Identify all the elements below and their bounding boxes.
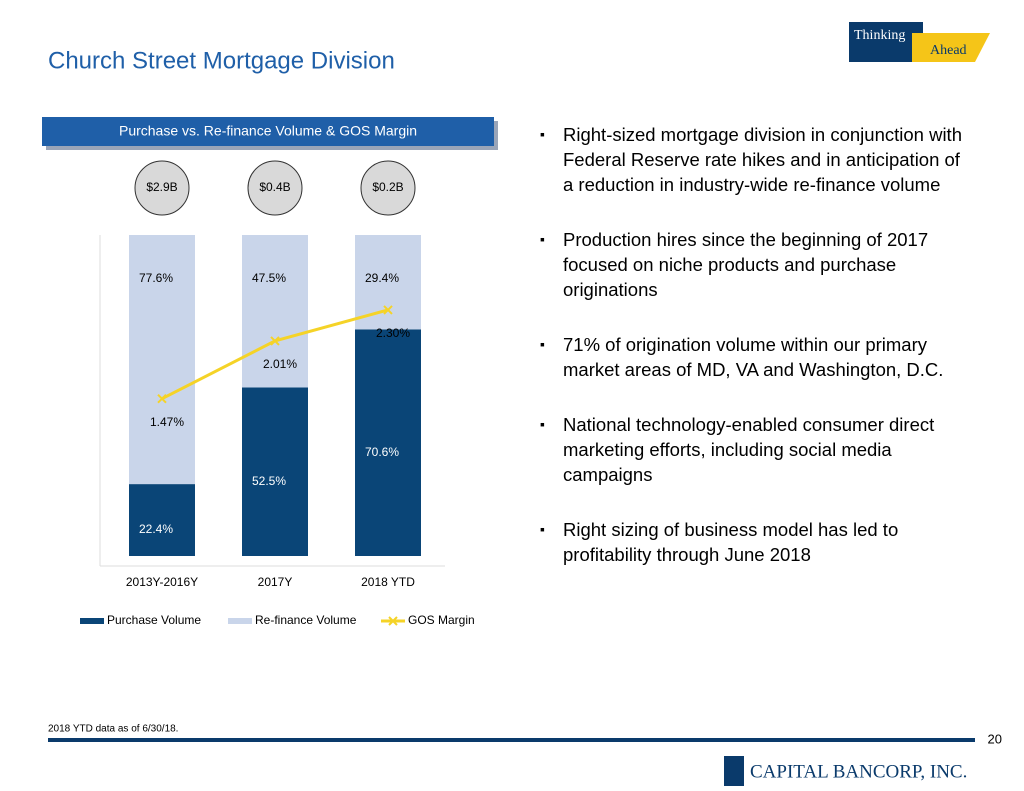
legend-label: Purchase Volume	[107, 613, 201, 627]
bullet: Right sizing of business model has led t…	[540, 517, 970, 567]
company-name: CAPITAL BANCORP, INC.	[750, 761, 967, 782]
data-label: 1.47%	[150, 415, 184, 429]
x-tick-label: 2013Y-2016Y	[126, 575, 198, 589]
x-tick-label: 2017Y	[258, 575, 293, 589]
slide-title: Church Street Mortgage Division	[48, 47, 395, 74]
bullet: Right-sized mortgage division in conjunc…	[540, 122, 970, 197]
footnote: 2018 YTD data as of 6/30/18.	[48, 724, 178, 735]
data-label: 52.5%	[252, 474, 286, 488]
data-label: 22.4%	[139, 522, 173, 536]
logo-text: Thinking	[854, 28, 905, 43]
legend-label: Re-finance Volume	[255, 613, 357, 627]
bullet: National technology-enabled consumer dir…	[540, 412, 970, 487]
chart-title: Purchase vs. Re-finance Volume & GOS Mar…	[119, 123, 417, 139]
footer-rule	[48, 738, 975, 742]
data-label: 70.6%	[365, 445, 399, 459]
data-label: 47.5%	[252, 271, 286, 285]
volume-circle	[134, 160, 190, 216]
legend-swatch	[388, 616, 398, 626]
bullet: 71% of origination volume within our pri…	[540, 332, 970, 382]
logo-box	[912, 33, 990, 62]
bar-segment	[129, 235, 195, 485]
volume-label: $0.2B	[372, 180, 403, 194]
bar-segment	[242, 235, 308, 388]
company-logo	[724, 756, 744, 786]
volume-circle	[247, 160, 303, 216]
legend-swatch	[228, 618, 252, 624]
logo-box	[849, 22, 923, 62]
legend-label: GOS Margin	[408, 613, 475, 627]
legend-swatch	[80, 618, 104, 624]
volume-circle	[360, 160, 416, 216]
volume-label: $0.4B	[259, 180, 290, 194]
bar-segment	[129, 484, 195, 556]
data-label: 2.30%	[376, 326, 410, 340]
bar-segment	[355, 329, 421, 556]
data-label: 77.6%	[139, 271, 173, 285]
gos-marker	[383, 305, 393, 315]
chart-header	[42, 117, 494, 146]
bar-segment	[242, 387, 308, 556]
data-label: 2.01%	[263, 357, 297, 371]
gos-marker	[157, 394, 167, 404]
bullet: Production hires since the beginning of …	[540, 227, 970, 302]
x-tick-label: 2018 YTD	[361, 575, 415, 589]
gos-marker	[270, 336, 280, 346]
bullet-list: Right-sized mortgage division in conjunc…	[540, 122, 970, 597]
logo-text: Ahead	[930, 43, 967, 58]
volume-label: $2.9B	[146, 180, 177, 194]
bar-segment	[355, 235, 421, 330]
data-label: 29.4%	[365, 271, 399, 285]
page-number: 20	[988, 731, 1002, 746]
